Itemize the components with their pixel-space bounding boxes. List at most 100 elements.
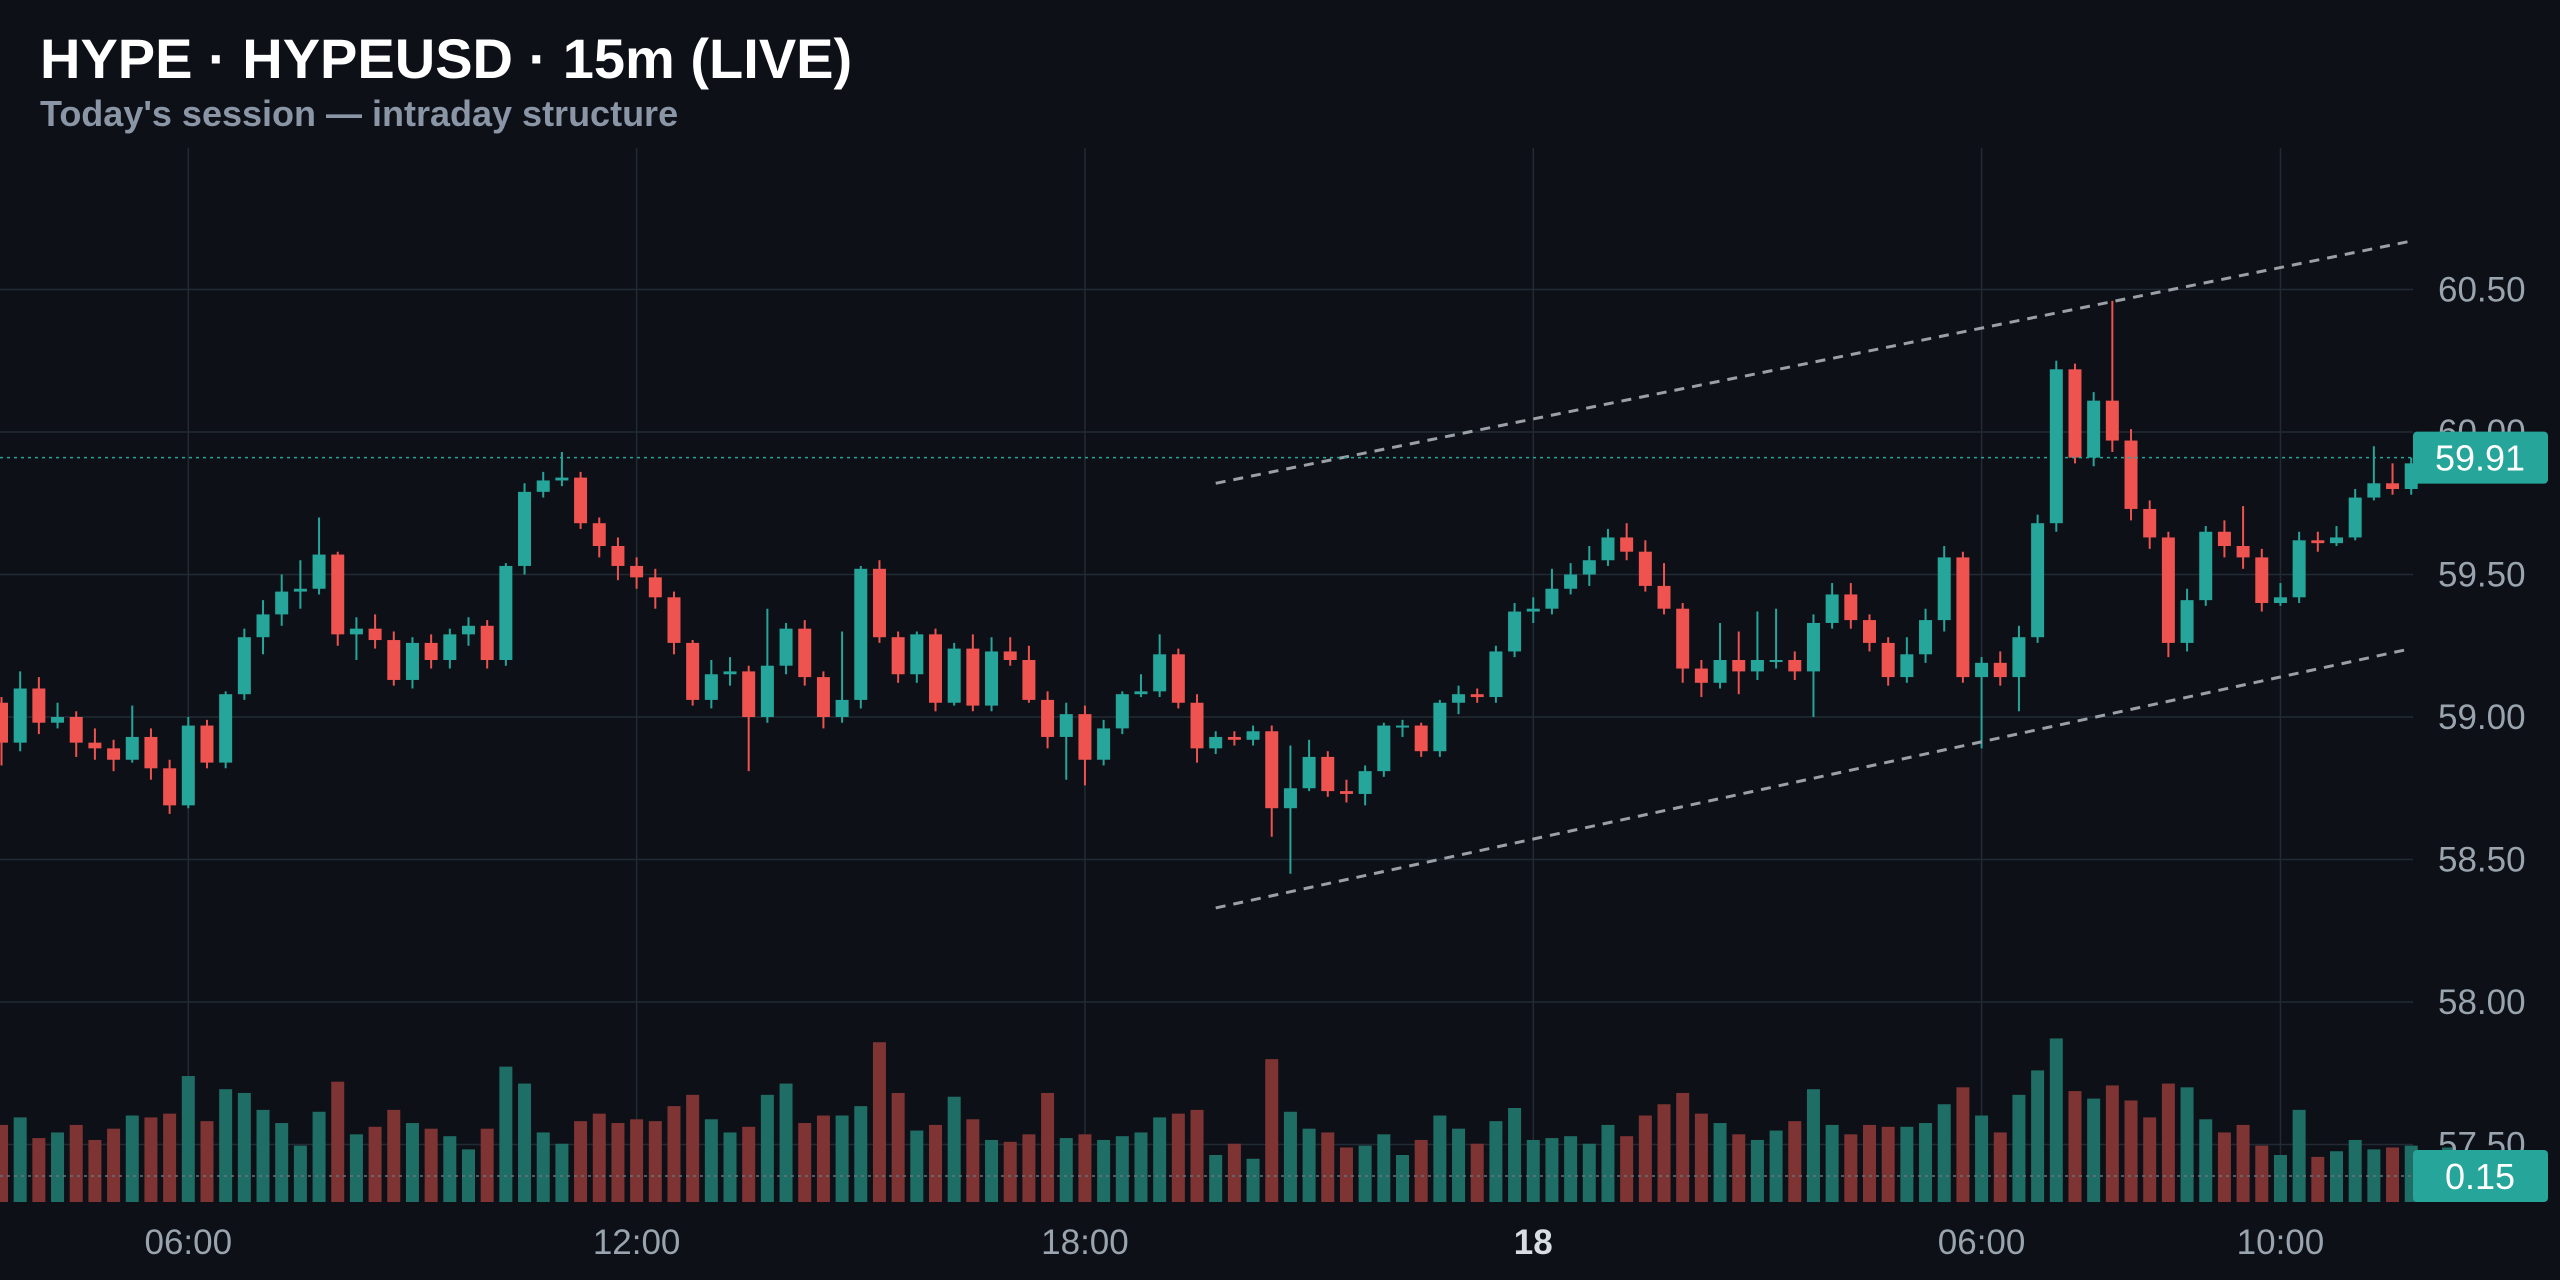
volume-bar — [219, 1089, 233, 1202]
volume-label: 0.15 — [2445, 1156, 2515, 1197]
candle — [1265, 725, 1279, 837]
candle-body — [1993, 662, 2007, 678]
candle — [1657, 563, 1671, 615]
candle — [1339, 779, 1353, 803]
volume-bar — [1265, 1059, 1279, 1202]
candle — [1041, 691, 1055, 749]
candle-body — [891, 637, 905, 675]
volume-bar — [1956, 1087, 1970, 1202]
volume-bar — [536, 1132, 550, 1202]
candle-body — [1545, 588, 1559, 609]
candle — [574, 471, 588, 529]
candle-body — [667, 597, 681, 643]
candle — [2087, 392, 2101, 467]
volume-bar — [779, 1083, 793, 1202]
volume-bar — [1769, 1130, 1783, 1202]
volume-bar — [237, 1092, 251, 1202]
candle-body — [181, 725, 195, 806]
candle-body — [574, 477, 588, 524]
volume-bar — [107, 1128, 121, 1202]
volume-bar — [1713, 1123, 1727, 1202]
volume-bar — [1732, 1134, 1746, 1202]
volume-bar — [910, 1130, 924, 1202]
candle — [1564, 563, 1578, 595]
volume-bar — [1788, 1121, 1802, 1202]
candle — [144, 728, 158, 780]
volume-bar — [686, 1094, 700, 1202]
volume-bar — [1190, 1109, 1204, 1202]
candle — [1750, 611, 1764, 680]
volume-bar — [2348, 1139, 2362, 1202]
candle — [835, 631, 849, 723]
candle — [1246, 725, 1260, 746]
candle-body — [2255, 557, 2269, 603]
candle-body — [1863, 620, 1876, 643]
volume-bars — [0, 1038, 2456, 1202]
volume-bar — [555, 1143, 569, 1202]
candle-body — [1713, 660, 1727, 683]
candle-body — [1489, 651, 1503, 698]
volume-bar — [424, 1128, 438, 1202]
candle-body — [1097, 728, 1111, 760]
volume-bar — [1508, 1108, 1522, 1202]
volume-bar — [648, 1121, 662, 1202]
candle-body — [2031, 523, 2045, 638]
candle-body — [2273, 597, 2287, 603]
candle — [723, 657, 737, 686]
candle-body — [1470, 694, 1484, 698]
volume-bar — [1489, 1121, 1503, 1202]
candle — [1283, 745, 1297, 874]
candle-body — [1956, 557, 1970, 678]
candle-body — [1134, 691, 1148, 695]
candle — [1601, 528, 1615, 566]
candle-body — [1227, 736, 1241, 740]
volume-bar — [1283, 1111, 1297, 1202]
volume-bar — [1452, 1128, 1466, 1202]
volume-bar — [2292, 1109, 2306, 1202]
volume-bar — [1022, 1134, 1036, 1202]
candle — [368, 614, 382, 649]
candle — [1377, 722, 1391, 777]
candle-body — [2180, 600, 2194, 643]
candle — [1863, 614, 1876, 652]
candle-body — [293, 588, 307, 592]
volume-bar — [742, 1126, 756, 1202]
candle-body — [1022, 660, 1036, 700]
candle-body — [742, 671, 756, 717]
candle — [1900, 637, 1914, 683]
volume-bar — [1358, 1145, 1372, 1202]
volume-bar — [947, 1096, 961, 1202]
chart-subtitle: Today's session — intraday structure — [40, 93, 678, 134]
candle-body — [1041, 699, 1055, 737]
candle — [667, 591, 681, 655]
candle-body — [2087, 400, 2101, 458]
candle — [1433, 699, 1447, 757]
volume-bar — [1638, 1115, 1652, 1202]
candle-body — [1582, 560, 1596, 575]
candle — [1134, 674, 1148, 698]
volume-bar — [69, 1124, 83, 1202]
last-price-label: 59.91 — [2435, 438, 2525, 479]
candle — [480, 620, 494, 669]
volume-bar — [891, 1092, 905, 1202]
volume-bar — [1414, 1139, 1428, 1202]
candle — [125, 705, 139, 763]
candle-body — [125, 736, 139, 760]
candle-body — [275, 591, 289, 615]
candle — [1209, 731, 1223, 755]
volume-bar — [1881, 1126, 1895, 1202]
volume-bar — [1657, 1104, 1671, 1202]
candle — [2348, 489, 2362, 541]
volume-bar — [2330, 1151, 2343, 1202]
candle-body — [1246, 731, 1260, 740]
volume-bar — [667, 1106, 681, 1202]
candle-body — [1825, 594, 1839, 623]
candle — [1097, 719, 1111, 766]
candle-body — [1078, 714, 1092, 760]
volume-bar — [1825, 1124, 1839, 1202]
candle — [1937, 546, 1951, 632]
candle — [966, 634, 980, 712]
volume-bar — [331, 1081, 345, 1202]
candle — [1153, 634, 1167, 698]
